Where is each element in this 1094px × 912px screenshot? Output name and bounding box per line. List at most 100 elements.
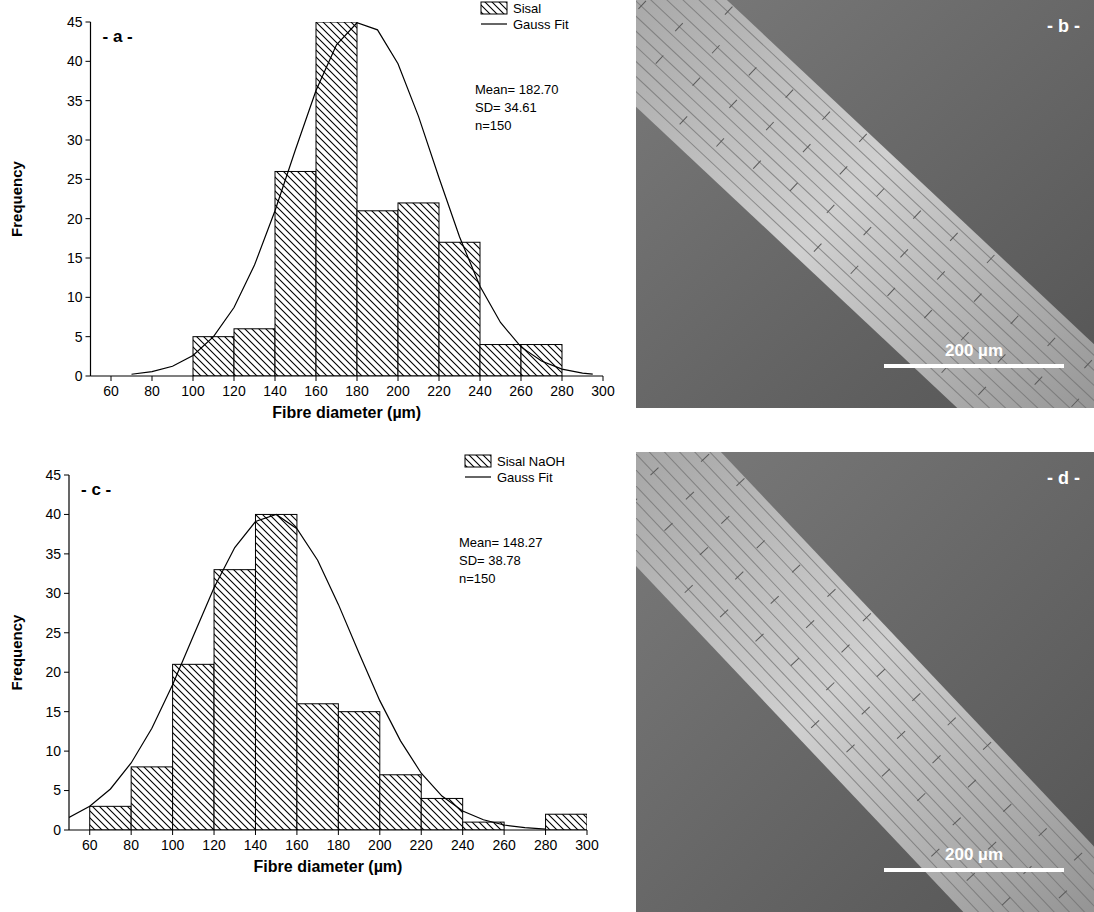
y-tick-label: 10: [45, 743, 61, 759]
x-tick-label: 220: [427, 383, 451, 399]
fibre-texture: [863, 613, 871, 621]
x-tick: [357, 376, 358, 381]
fibre-texture: [864, 227, 872, 235]
y-tick-label: 35: [45, 546, 61, 562]
histogram-bar: [357, 211, 398, 376]
scale-bar-label: 200 µm: [945, 845, 1003, 864]
y-tick-label: 30: [45, 585, 61, 601]
x-tick-label: 200: [368, 837, 392, 853]
x-tick: [193, 376, 194, 381]
y-axis-line: [68, 475, 69, 830]
y-tick-label: 30: [67, 132, 83, 148]
y-tick-label: 40: [45, 506, 61, 522]
fibre-texture: [961, 332, 969, 340]
fibre-texture: [636, 0, 1094, 408]
fibre-texture: [888, 288, 896, 296]
fibre-texture: [1002, 897, 1010, 905]
fibre-texture: [948, 718, 956, 726]
x-tick-label: 240: [468, 383, 492, 399]
x-tick: [562, 376, 563, 381]
fibre-texture: [792, 565, 800, 573]
panel-label: - c -: [81, 480, 111, 499]
x-tick: [255, 830, 256, 835]
legend-label: Gauss Fit: [513, 17, 569, 32]
panel-label: - b -: [1047, 16, 1080, 36]
x-tick: [152, 376, 153, 381]
histogram-bar: [439, 242, 480, 376]
histogram-bar: [193, 337, 234, 376]
fibre-texture: [803, 144, 811, 152]
fibre-texture: [786, 90, 794, 98]
y-tick: [64, 632, 69, 633]
y-tick: [64, 830, 69, 831]
gauss-fit-line: [69, 514, 546, 829]
fibre-texture: [675, 23, 683, 31]
histogram-bar: [546, 814, 587, 830]
x-tick: [338, 830, 339, 835]
y-tick: [86, 258, 91, 259]
histogram-bar: [380, 775, 421, 830]
fibre-texture: [636, 452, 1094, 912]
x-tick-label: 100: [181, 383, 205, 399]
histogram-bar: [480, 345, 521, 376]
x-tick: [379, 830, 380, 835]
fibre-texture: [1071, 399, 1079, 407]
fibre-texture: [636, 452, 1094, 912]
fibre-texture: [859, 134, 867, 142]
annotation: SD= 34.61: [475, 100, 537, 115]
histogram-bar: [131, 767, 172, 830]
gauss-fit-line: [132, 23, 593, 374]
x-tick: [172, 830, 173, 835]
fibre-texture: [791, 658, 799, 666]
y-tick-label: 0: [53, 822, 61, 838]
fibre-texture: [636, 0, 1094, 408]
fibre-texture: [912, 693, 920, 701]
x-tick-label: 120: [222, 383, 246, 399]
x-axis-title: Fibre diameter (µm): [254, 858, 403, 875]
y-tick: [64, 553, 69, 554]
fibre-texture: [638, 1, 646, 9]
fibre-texture: [636, 0, 1094, 408]
y-tick-label: 40: [67, 53, 83, 69]
y-axis-line: [90, 22, 91, 376]
annotation: Mean= 182.70: [475, 82, 558, 97]
x-tick: [275, 376, 276, 381]
histogram-bar: [173, 664, 214, 830]
fibre-texture: [1003, 804, 1011, 812]
fibre-texture: [1048, 338, 1056, 346]
fibre-texture: [847, 745, 855, 753]
legend-label: Sisal: [513, 1, 541, 16]
fibre-texture: [968, 780, 976, 788]
y-tick: [64, 672, 69, 673]
y-tick-label: 0: [75, 368, 83, 384]
histogram-bar: [316, 22, 357, 376]
x-tick: [521, 376, 522, 381]
fibre-texture: [913, 211, 921, 219]
x-tick: [587, 830, 588, 835]
fibre-texture: [1011, 316, 1019, 324]
fibre-texture: [636, 0, 1094, 408]
fibre-texture: [882, 769, 890, 777]
fibre-texture: [636, 452, 1094, 912]
fibre-texture: [693, 78, 701, 86]
x-tick: [421, 830, 422, 835]
x-tick-label: 160: [304, 383, 328, 399]
fibre-texture: [636, 0, 1094, 408]
fibre-texture: [685, 585, 693, 593]
fibre-texture: [636, 0, 1094, 408]
x-tick-label: 80: [144, 383, 160, 399]
y-tick: [86, 336, 91, 337]
fibre-texture: [766, 122, 774, 130]
fibre-texture: [721, 516, 729, 524]
y-tick-label: 10: [67, 289, 83, 305]
fibre-texture: [665, 523, 673, 531]
fibre-texture: [877, 669, 885, 677]
fibre-texture: [900, 249, 908, 257]
y-tick: [86, 179, 91, 180]
fibre-texture: [636, 452, 1090, 912]
x-tick-label: 60: [82, 837, 98, 853]
legend-swatch: [465, 455, 491, 467]
fibre-texture: [771, 596, 779, 604]
fibre-texture: [636, 452, 1094, 912]
y-tick-label: 15: [67, 250, 83, 266]
